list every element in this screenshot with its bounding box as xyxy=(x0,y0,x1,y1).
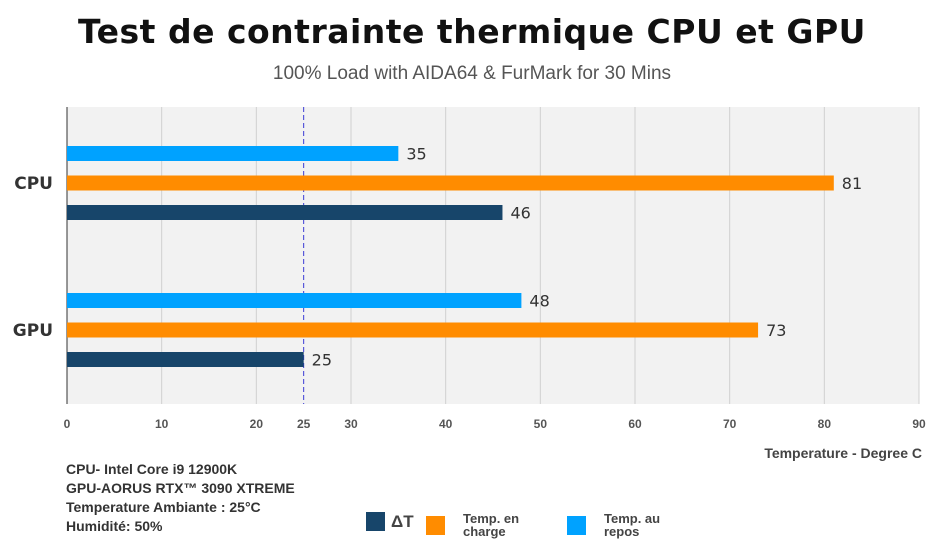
x-tick-label: 70 xyxy=(723,417,737,431)
category-label-cpu: CPU xyxy=(14,174,53,194)
legend-swatch-delta-t xyxy=(366,512,385,531)
chart-subtitle: 100% Load with AIDA64 & FurMark for 30 M… xyxy=(272,63,672,84)
legend-swatch-load xyxy=(426,515,445,535)
ambient-temperature: Temperature Ambiante : 25°C xyxy=(66,499,261,515)
x-tick-label: 30 xyxy=(344,417,358,431)
data-label: 73 xyxy=(766,321,786,340)
bar-chart: 0 10 20 25 30 40 50 60 70 80 90 CPU 35 81 46 GPU 48 73 25 xyxy=(13,107,926,431)
x-tick-label: 0 xyxy=(64,417,71,431)
bar xyxy=(67,352,304,367)
x-axis-label: Temperature - Degree C xyxy=(764,445,922,461)
x-tick-label: 80 xyxy=(818,417,832,431)
x-tick-label: 90 xyxy=(912,417,926,431)
legend-label-delta-t: ΔT xyxy=(391,512,414,531)
category-label-gpu: GPU xyxy=(13,321,53,341)
bar xyxy=(67,293,522,308)
gpu-spec: GPU-AORUS RTX™ 3090 XTREME xyxy=(66,480,295,496)
x-tick-label: 10 xyxy=(155,417,169,431)
legend-label-load: Temp. en charge xyxy=(463,511,520,539)
x-tick-label: 40 xyxy=(439,417,453,431)
humidity: Humidité: 50% xyxy=(66,518,163,534)
x-tick-label: 20 xyxy=(250,417,264,431)
legend: ΔT Temp. en charge Temp. au repos xyxy=(0,512,944,546)
legend-item-load: Temp. en charge xyxy=(426,512,541,538)
data-label: 35 xyxy=(406,145,426,164)
x-tick-label: 25 xyxy=(297,417,311,431)
bar xyxy=(67,146,399,161)
legend-item-idle: Temp. au repos xyxy=(567,512,682,538)
cpu-spec: CPU- Intel Core i9 12900K xyxy=(66,461,238,477)
x-tick-label: 50 xyxy=(534,417,548,431)
data-label: 25 xyxy=(312,351,332,370)
legend-swatch-idle xyxy=(567,515,586,535)
data-label: 48 xyxy=(529,292,549,311)
test-conditions: CPU- Intel Core i9 12900K GPU-AORUS RTX™… xyxy=(66,460,295,536)
bar xyxy=(67,322,759,338)
data-label: 46 xyxy=(510,204,530,223)
bar xyxy=(67,175,834,191)
chart-title: Test de contrainte thermique CPU et GPU xyxy=(78,12,866,51)
legend-item-delta-t: ΔT xyxy=(366,512,414,531)
data-label: 81 xyxy=(842,174,862,193)
legend-label-idle: Temp. au repos xyxy=(604,511,661,539)
x-tick-label: 60 xyxy=(628,417,642,431)
bar xyxy=(67,205,503,220)
